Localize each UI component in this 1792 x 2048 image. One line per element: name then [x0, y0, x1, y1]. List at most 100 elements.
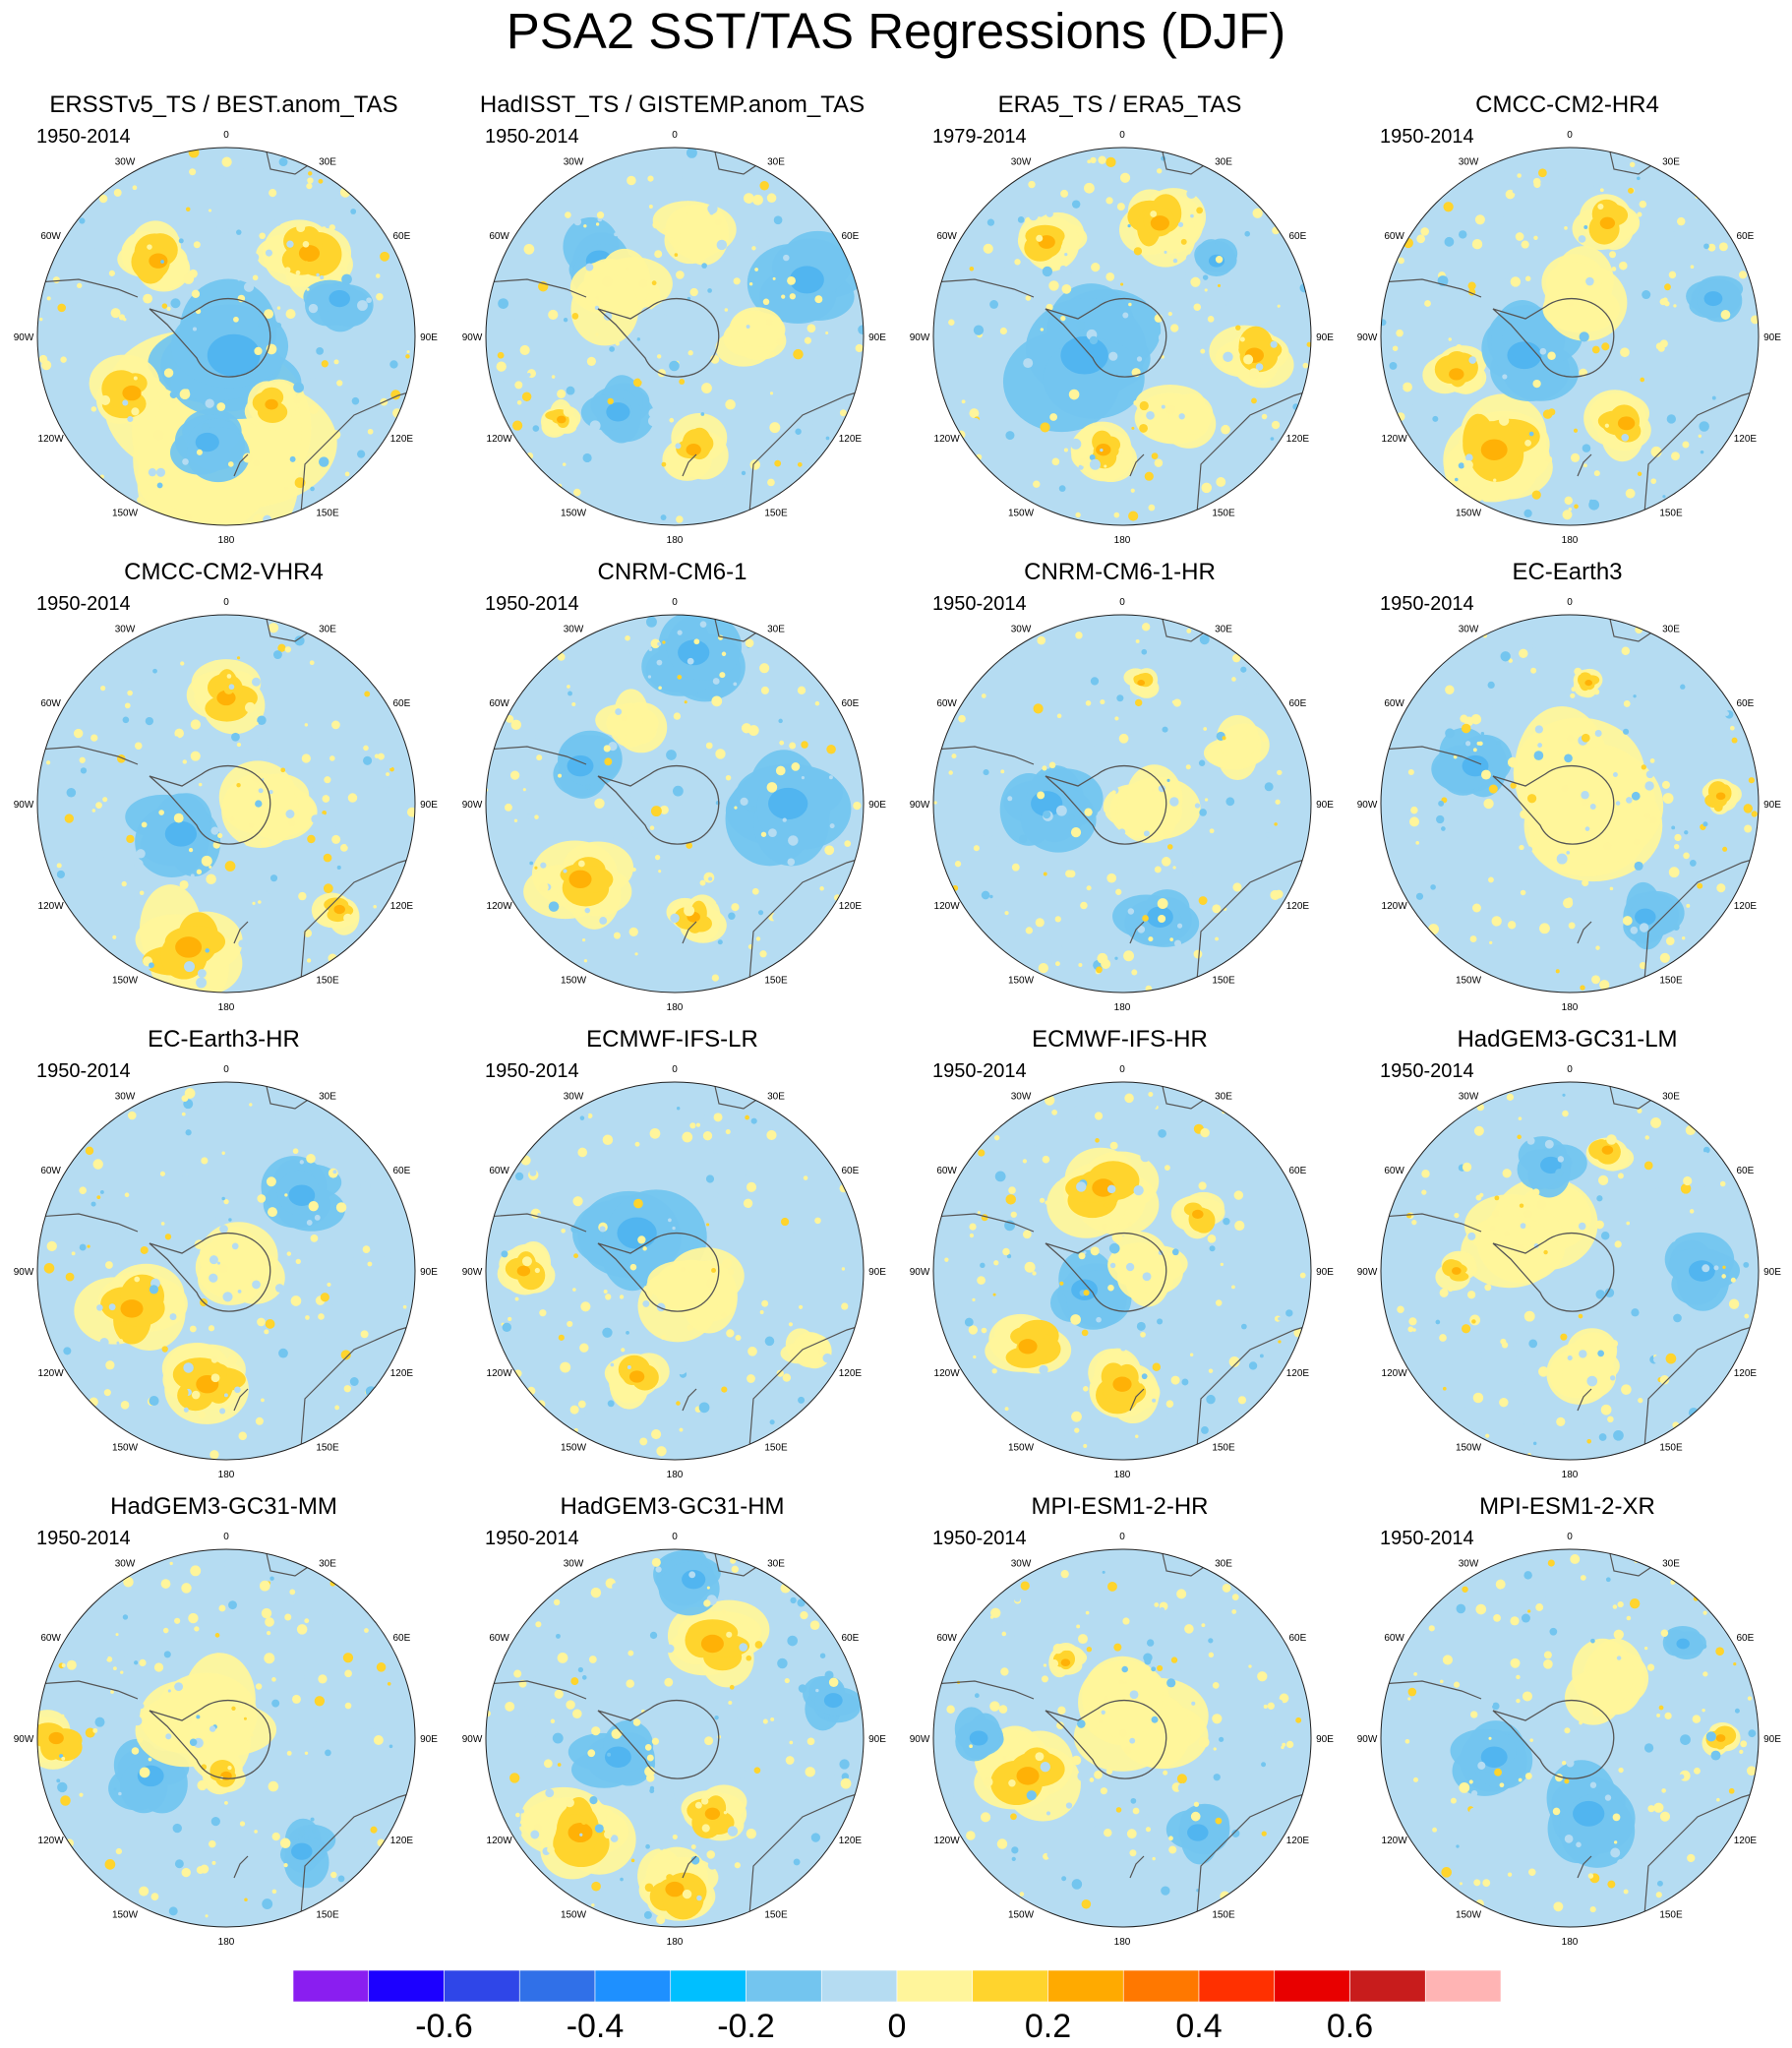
longitude-label: 150W: [1008, 1909, 1035, 1920]
panel-years: 1950-2014: [1380, 126, 1474, 148]
panel-years: 1979-2014: [932, 126, 1027, 148]
longitude-label: 30W: [564, 1092, 584, 1103]
colorbar-tick-label: -0.2: [717, 2008, 775, 2045]
longitude-label: 120W: [934, 434, 961, 445]
longitude-label: 90W: [1357, 800, 1378, 811]
panel-years: 1950-2014: [1380, 1060, 1474, 1082]
longitude-label: 30W: [564, 1559, 584, 1570]
colorbar-box: [746, 1970, 822, 2002]
longitude-label: 150W: [561, 1909, 587, 1920]
longitude-label: 90E: [1763, 1734, 1781, 1745]
map-panel: HadGEM3-GC31-HM 0 30E 60E 90E 120E 150E 180 150W…: [448, 1492, 896, 1959]
panel-title: ECMWF-IFS-LR: [586, 1026, 758, 1053]
longitude-label: 120E: [390, 434, 414, 445]
longitude-label: 60E: [1289, 1633, 1307, 1644]
longitude-label: 150E: [1659, 1909, 1683, 1920]
polar-map: 0 30E 60E 90E 120E 150E 180 150W 120W 90W 60W 30W: [1357, 1064, 1782, 1480]
longitude-label: 150W: [112, 508, 139, 518]
longitude-label: 150E: [1659, 975, 1683, 986]
longitude-label: 120E: [390, 1836, 414, 1846]
longitude-label: 60E: [842, 1633, 860, 1644]
longitude-label: 90E: [868, 1734, 886, 1745]
longitude-label: 0: [223, 130, 229, 141]
polar-map: 0 30E 60E 90E 120E 150E 180 150W 120W 90W 60W 30W: [910, 130, 1335, 546]
map-panel: ECMWF-IFS-HR 0 30E 60E 90E 120E 150E 180 150W 120…: [896, 1025, 1344, 1492]
longitude-label: 60E: [1289, 698, 1307, 709]
map-panel: HadISST_TS / GISTEMP.anom_TAS 0 30E 60E 90E 1…: [448, 90, 896, 558]
longitude-label: 150W: [1456, 1909, 1482, 1920]
longitude-label: 90E: [420, 332, 438, 343]
longitude-label: 120E: [1286, 434, 1310, 445]
colorbar-box: [1122, 1970, 1200, 2002]
longitude-label: 60E: [393, 1166, 411, 1176]
longitude-label: 60W: [1384, 1166, 1404, 1176]
longitude-label: 90E: [420, 800, 438, 811]
longitude-label: 30E: [1215, 157, 1232, 168]
longitude-label: 30E: [1662, 625, 1680, 635]
polar-map: 0 30E 60E 90E 120E 150E 180 150W 120W 90W 60W 30W: [14, 130, 439, 546]
longitude-label: 30E: [1662, 1092, 1680, 1103]
map-panel: HadGEM3-GC31-LM 0 30E 60E 90E 120E 150E 180 150W…: [1344, 1025, 1791, 1492]
longitude-label: 120E: [839, 1836, 863, 1846]
longitude-label: 120W: [934, 1368, 961, 1379]
longitude-label: 90E: [868, 800, 886, 811]
longitude-label: 150E: [1659, 1442, 1683, 1453]
longitude-label: 30E: [319, 1559, 336, 1570]
colorbar-box: [444, 1970, 520, 2002]
longitude-label: 60W: [489, 1166, 509, 1176]
longitude-label: 30E: [767, 625, 785, 635]
panel-title: CMCC-CM2-HR4: [1475, 91, 1659, 118]
map-panel: HadGEM3-GC31-MM 0 30E 60E 90E 120E 150E 180 150W…: [0, 1492, 448, 1959]
longitude-label: 120W: [38, 1368, 65, 1379]
colorbar-tick-label: 0.6: [1326, 2008, 1374, 2045]
longitude-label: 0: [223, 1064, 229, 1075]
longitude-label: 120W: [1382, 901, 1408, 912]
longitude-label: 90E: [868, 332, 886, 343]
map-panel: CNRM-CM6-1 0 30E 60E 90E 120E 150E 180 150W 120W 9…: [448, 558, 896, 1025]
panel-years: 1950-2014: [485, 1060, 579, 1082]
panel-title: CMCC-CM2-VHR4: [124, 559, 324, 585]
polar-map: 0 30E 60E 90E 120E 150E 180 150W 120W 90W 60W 30W: [1357, 1532, 1782, 1948]
longitude-label: 30E: [767, 157, 785, 168]
longitude-label: 150E: [1212, 1909, 1235, 1920]
longitude-label: 60E: [1289, 1166, 1307, 1176]
longitude-label: 90W: [14, 1734, 34, 1745]
longitude-label: 150W: [112, 1909, 139, 1920]
map-panel: ERA5_TS / ERA5_TAS 0 30E 60E 90E 120E 150E 180 1…: [896, 90, 1344, 558]
longitude-label: 90W: [462, 332, 483, 343]
longitude-label: 0: [1119, 130, 1125, 141]
longitude-label: 30W: [115, 157, 136, 168]
panel-title: HadGEM3-GC31-HM: [560, 1493, 785, 1520]
panel-years: 1950-2014: [485, 1528, 579, 1549]
longitude-label: 0: [672, 1064, 678, 1075]
longitude-label: 180: [1114, 1002, 1131, 1013]
longitude-label: 30W: [1459, 157, 1479, 168]
panel-title: HadGEM3-GC31-LM: [1457, 1026, 1678, 1053]
panel-title: HadISST_TS / GISTEMP.anom_TAS: [479, 91, 866, 118]
longitude-label: 150E: [1212, 1442, 1235, 1453]
longitude-label: 0: [1119, 1064, 1125, 1075]
panel-title: EC-Earth3: [1512, 559, 1623, 585]
panel-years: 1950-2014: [932, 1060, 1027, 1082]
panel-title: CNRM-CM6-1: [597, 559, 747, 585]
colorbar-tick-label: 0.2: [1024, 2008, 1072, 2045]
longitude-label: 150W: [1456, 1442, 1482, 1453]
longitude-label: 150E: [764, 1909, 788, 1920]
longitude-label: 90E: [1316, 800, 1334, 811]
longitude-label: 120W: [934, 1836, 961, 1846]
longitude-label: 30W: [564, 157, 584, 168]
longitude-label: 90W: [910, 800, 930, 811]
longitude-label: 30W: [1459, 625, 1479, 635]
longitude-label: 120E: [1734, 901, 1758, 912]
longitude-label: 30W: [564, 625, 584, 635]
longitude-label: 120W: [38, 901, 65, 912]
longitude-label: 120W: [487, 901, 513, 912]
longitude-label: 150E: [764, 508, 788, 518]
longitude-label: 60W: [40, 1166, 61, 1176]
longitude-label: 90W: [1357, 1734, 1378, 1745]
longitude-label: 120E: [390, 901, 414, 912]
longitude-label: 60W: [936, 231, 957, 242]
longitude-label: 90W: [910, 1267, 930, 1278]
longitude-label: 0: [1119, 1532, 1125, 1542]
longitude-label: 90E: [420, 1267, 438, 1278]
